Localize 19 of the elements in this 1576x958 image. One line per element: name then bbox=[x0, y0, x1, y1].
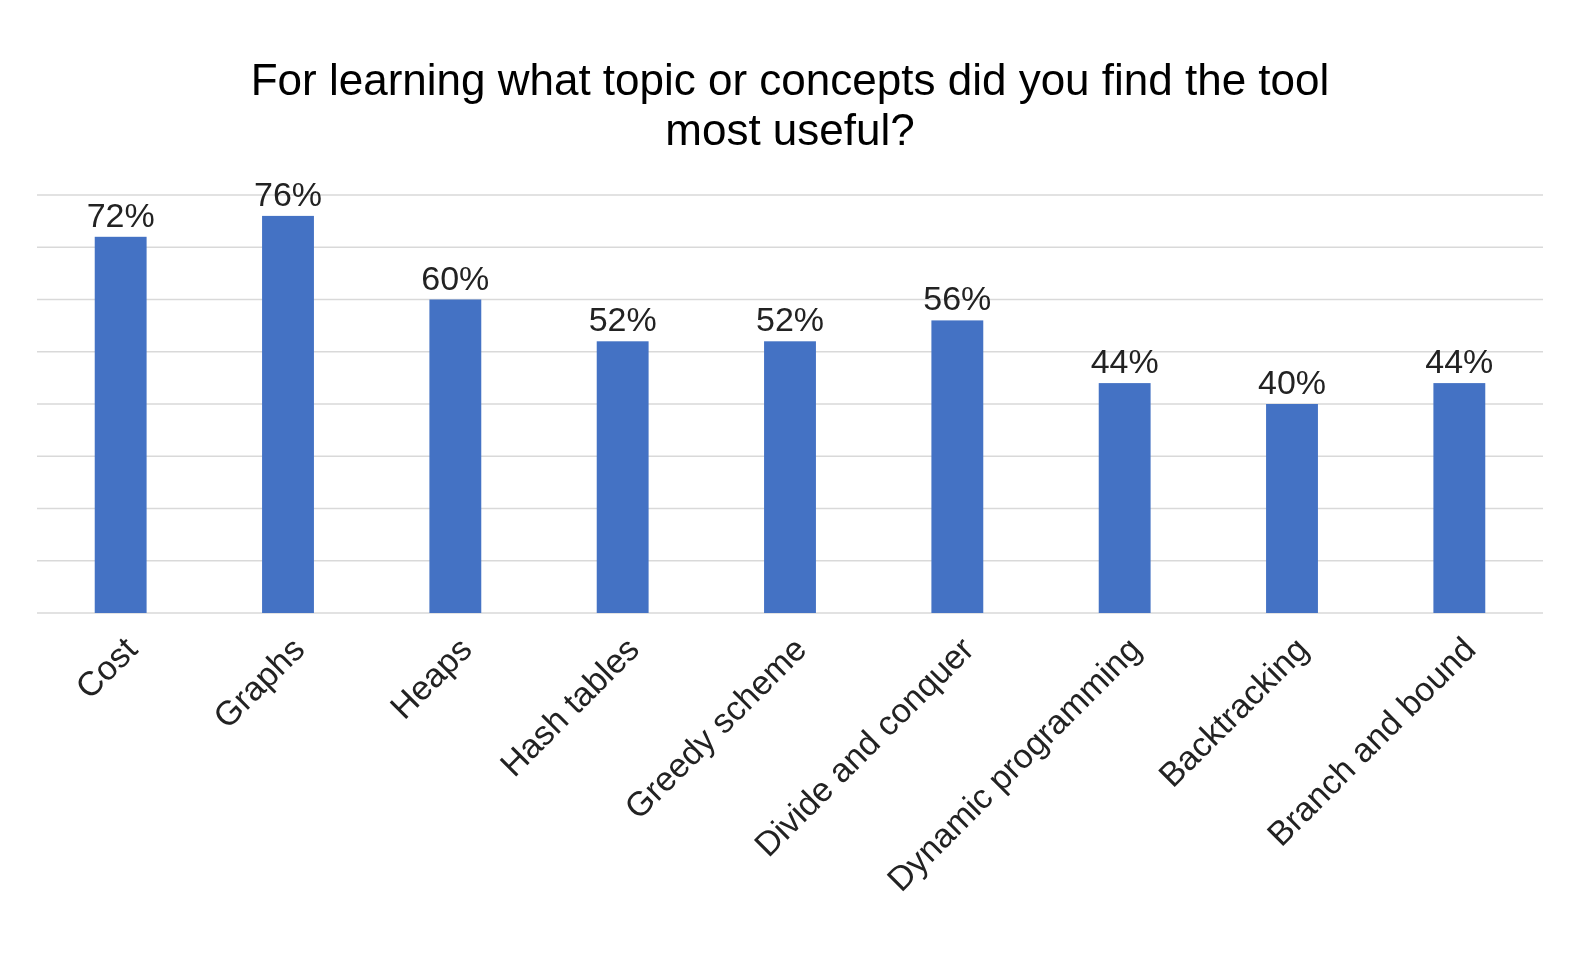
bar bbox=[1266, 404, 1318, 613]
bar bbox=[764, 341, 816, 613]
bar bbox=[931, 320, 984, 613]
chart-title: For learning what topic or concepts did you find the tool most useful? bbox=[250, 55, 1330, 154]
bar bbox=[596, 341, 649, 613]
bar bbox=[429, 299, 482, 613]
bar bbox=[1098, 383, 1151, 613]
bar bbox=[262, 215, 314, 613]
bar bbox=[94, 236, 147, 613]
data-label: 72% bbox=[86, 195, 155, 234]
data-label: 56% bbox=[923, 279, 992, 318]
data-label: 40% bbox=[1257, 363, 1327, 401]
bar bbox=[1433, 383, 1486, 613]
data-label: 52% bbox=[588, 300, 657, 339]
data-label: 76% bbox=[253, 174, 323, 213]
data-label: 44% bbox=[1090, 342, 1159, 381]
data-label: 44% bbox=[1425, 342, 1494, 381]
data-label: 60% bbox=[421, 258, 490, 297]
data-label: 52% bbox=[755, 300, 825, 339]
